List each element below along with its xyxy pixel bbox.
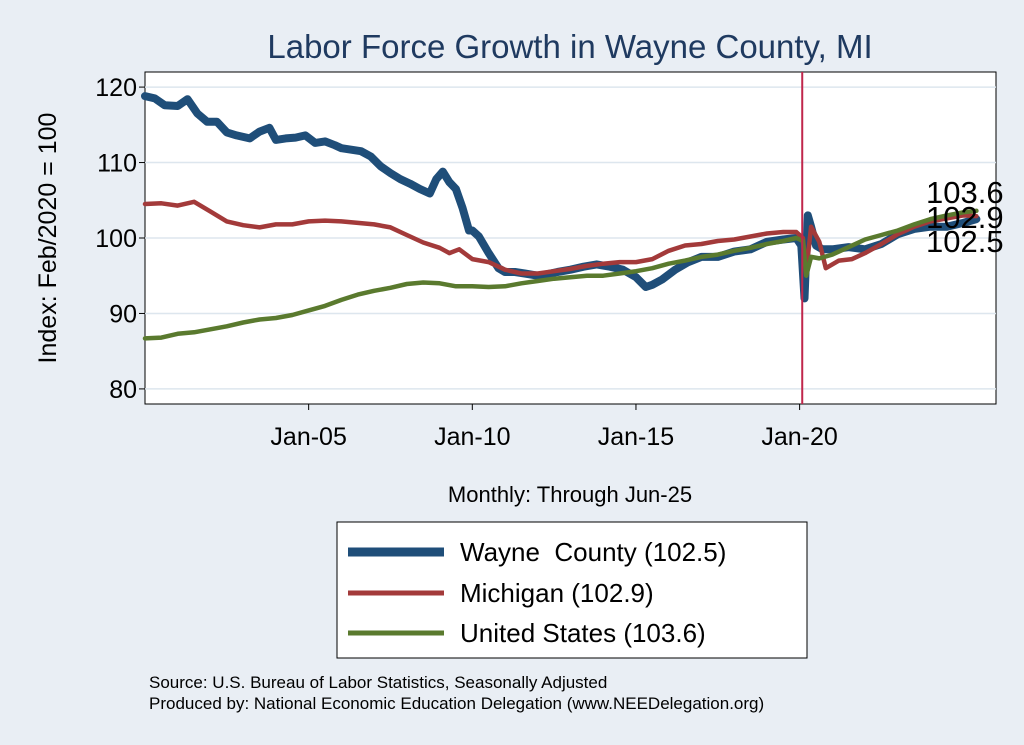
y-tick-label: 100 [95,225,137,253]
y-tick-label: 110 [97,150,137,178]
y-tick-label: 90 [109,300,137,328]
legend: Wayne County (102.5) Michigan (102.9) Un… [336,521,808,659]
series-lines [141,92,981,341]
legend-label-wayne: Wayne County (102.5) [460,537,726,567]
grid-lines [145,86,996,390]
y-axis-title: Index: Feb/2020 = 100 [34,113,62,364]
legend-label-us: United States (103.6) [460,618,706,648]
end-label-us: 103.6 [926,175,1004,210]
y-tick-label: 80 [109,376,137,404]
series-line-michigan [142,199,979,276]
x-tick-label: Jan-05 [270,423,346,451]
series-line-united-states [142,208,979,341]
end-label-wayne: 102.5 [926,224,1004,259]
footer: Source: U.S. Bureau of Labor Statistics,… [149,672,764,714]
x-axis-title: Monthly: Through Jun-25 [448,482,692,507]
end-label-michigan: 102.9 [926,200,1004,235]
y-tick-label: 120 [95,74,137,102]
y-axis: 80 90 100 110 120 [95,74,145,404]
x-tick-label: Jan-15 [598,423,674,451]
producer-note: Produced by: National Economic Education… [149,694,765,713]
legend-label-michigan: Michigan (102.9) [460,578,654,608]
x-tick-label: Jan-10 [434,423,510,451]
chart-title: Labor Force Growth in Wayne County, MI [267,28,872,65]
source-note: Source: U.S. Bureau of Labor Statistics,… [149,673,608,692]
x-tick-label: Jan-20 [761,423,837,451]
x-axis: Jan-05 Jan-10 Jan-15 Jan-20 [270,404,838,451]
